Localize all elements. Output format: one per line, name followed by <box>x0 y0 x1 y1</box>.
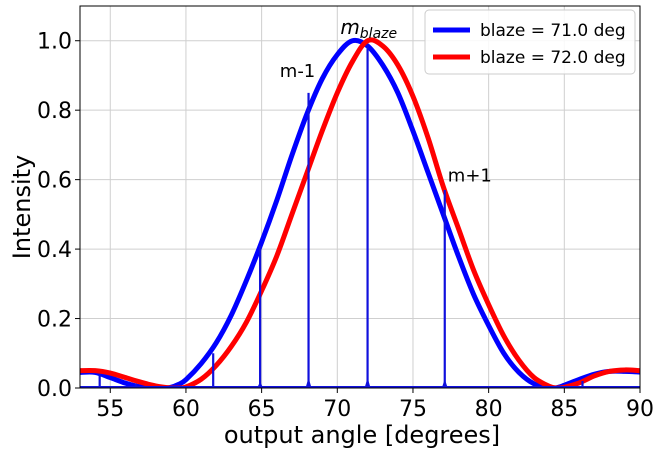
y-tick-label: 1.0 <box>37 30 72 55</box>
x-axis: 55 60 65 70 75 80 85 90 <box>96 388 654 422</box>
y-tick-label: 0.4 <box>37 238 72 263</box>
annotation-main: m <box>340 15 359 39</box>
y-tick-label: 0.8 <box>37 99 72 124</box>
legend: blaze = 71.0 deg blaze = 72.0 deg <box>424 9 636 75</box>
y-axis-title: Intensity <box>8 155 36 259</box>
legend-label-series-2: blaze = 72.0 deg <box>480 48 626 68</box>
y-axis: 0.0 0.2 0.4 0.6 0.8 1.0 <box>37 30 80 402</box>
plot-frame <box>79 5 641 389</box>
annotation-m-blaze: mblaze <box>340 15 397 42</box>
order-spike-base <box>364 377 371 388</box>
x-tick-label: 90 <box>626 397 654 422</box>
x-tick-label: 60 <box>172 397 200 422</box>
y-tick-label: 0.2 <box>37 308 72 333</box>
annotation-m+1: m+1 <box>448 165 492 186</box>
legend-box <box>424 9 636 75</box>
annotations: m-1 m+1 mblaze <box>280 15 492 187</box>
annotation-subscript: blaze <box>360 26 397 42</box>
x-tick-label: 70 <box>323 397 351 422</box>
x-tick-label: 85 <box>550 397 578 422</box>
annotation-m-1: m-1 <box>280 61 315 82</box>
x-tick-label: 75 <box>399 397 427 422</box>
legend-label-series-1: blaze = 71.0 deg <box>480 21 626 41</box>
order-spike-base <box>257 381 264 388</box>
y-tick-label: 0.6 <box>37 169 72 194</box>
x-tick-label: 80 <box>475 397 503 422</box>
order-spike-base <box>441 379 448 388</box>
x-tick-label: 65 <box>248 397 276 422</box>
y-tick-label: 0.0 <box>37 377 72 402</box>
x-axis-title: output angle [degrees] <box>224 421 500 449</box>
x-tick-label: 55 <box>96 397 124 422</box>
order-spike-base <box>305 377 312 388</box>
